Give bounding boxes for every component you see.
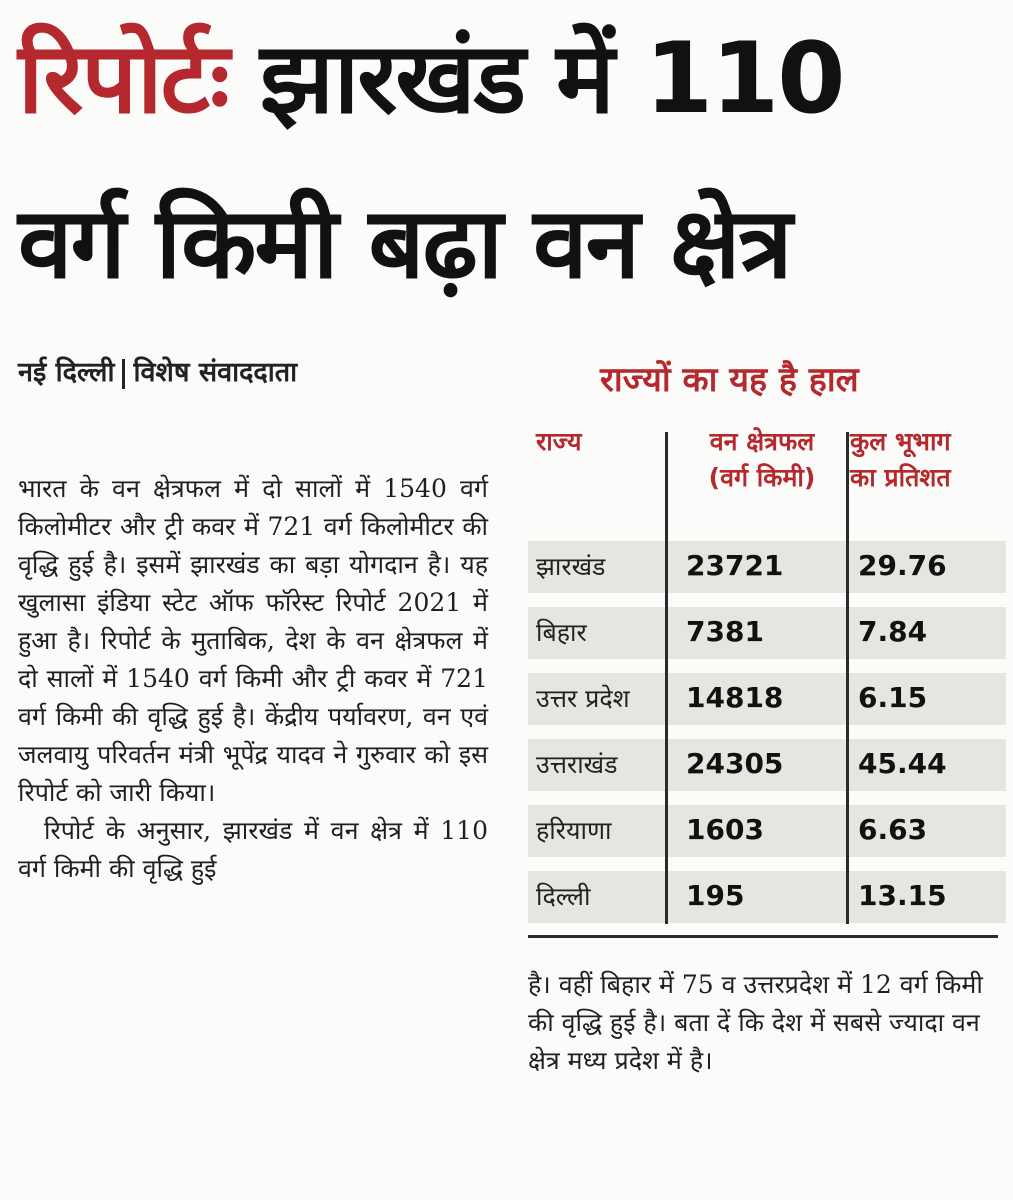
cell-area: 23721 — [686, 549, 784, 582]
cell-state: दिल्ली — [536, 882, 591, 911]
headline-tag: रिपोर्टः — [18, 22, 230, 136]
dateline-separator — [122, 358, 126, 389]
cell-percent: 6.63 — [858, 813, 928, 846]
cell-percent: 6.15 — [858, 681, 928, 714]
state-forest-table-header: राज्य वन क्षेत्रफल (वर्ग किमी) कुल भूभाग… — [528, 424, 1006, 534]
header-state: राज्य — [536, 427, 582, 456]
table-column-divider — [846, 432, 849, 924]
header-land-percent: कुल भूभाग का प्रतिशत — [850, 424, 1006, 496]
headline-line-2: वर्ग किमी बढ़ा वन क्षेत्र — [18, 187, 793, 301]
cell-area: 7381 — [686, 615, 764, 648]
article-body-left: भारत के वन क्षेत्रफल में दो सालों में 15… — [18, 470, 488, 888]
cell-state: झारखंड — [536, 552, 606, 581]
table-row: उत्तराखंड 24305 45.44 — [528, 739, 1006, 791]
cell-state: उत्तराखंड — [536, 750, 618, 779]
dateline: नई दिल्ली विशेष संवाददाता — [18, 352, 297, 389]
cell-percent: 7.84 — [858, 615, 928, 648]
table-title: राज्यों का यह है हाल — [600, 360, 859, 400]
cell-percent: 29.76 — [858, 549, 947, 582]
cell-area: 195 — [686, 879, 745, 912]
cell-state: बिहार — [536, 618, 587, 647]
article-paragraph-2: रिपोर्ट के अनुसार, झारखंड में वन क्षेत्र… — [18, 816, 488, 883]
cell-area: 14818 — [686, 681, 784, 714]
article-paragraph-1: भारत के वन क्षेत्रफल में दो सालों में 15… — [18, 474, 488, 807]
table-row: दिल्ली 195 13.15 — [528, 871, 1006, 923]
cell-percent: 45.44 — [858, 747, 947, 780]
cell-percent: 13.15 — [858, 879, 947, 912]
table-bottom-rule — [528, 935, 998, 938]
table-row: झारखंड 23721 29.76 — [528, 541, 1006, 593]
table-row: उत्तर प्रदेश 14818 6.15 — [528, 673, 1006, 725]
cell-state: उत्तर प्रदेश — [536, 684, 630, 713]
dateline-place: नई दिल्ली — [18, 357, 115, 388]
table-column-divider — [665, 432, 668, 924]
header-forest-area-line-1: वन क्षेत्रफल — [709, 427, 815, 456]
table-row: बिहार 7381 7.84 — [528, 607, 1006, 659]
cell-state: हरियाणा — [536, 816, 612, 845]
table-row: हरियाणा 1603 6.63 — [528, 805, 1006, 857]
header-land-percent-line-1: कुल भूभाग — [850, 427, 951, 456]
headline-line-1: रिपोर्टः झारखंड में 110 — [18, 30, 1008, 128]
headline-line-1-text: झारखंड में 110 — [259, 22, 846, 136]
dateline-byline: विशेष संवाददाता — [133, 357, 298, 388]
cell-area: 1603 — [686, 813, 764, 846]
header-forest-area: वन क्षेत्रफल (वर्ग किमी) — [678, 424, 846, 496]
article-body-right: है। वहीं बिहार में 75 व उत्तरप्रदेश में … — [528, 966, 1003, 1080]
header-forest-area-line-2: (वर्ग किमी) — [708, 463, 816, 492]
cell-area: 24305 — [686, 747, 784, 780]
article-paragraph-3: है। वहीं बिहार में 75 व उत्तरप्रदेश में … — [528, 970, 983, 1075]
header-land-percent-line-2: का प्रतिशत — [850, 463, 951, 492]
